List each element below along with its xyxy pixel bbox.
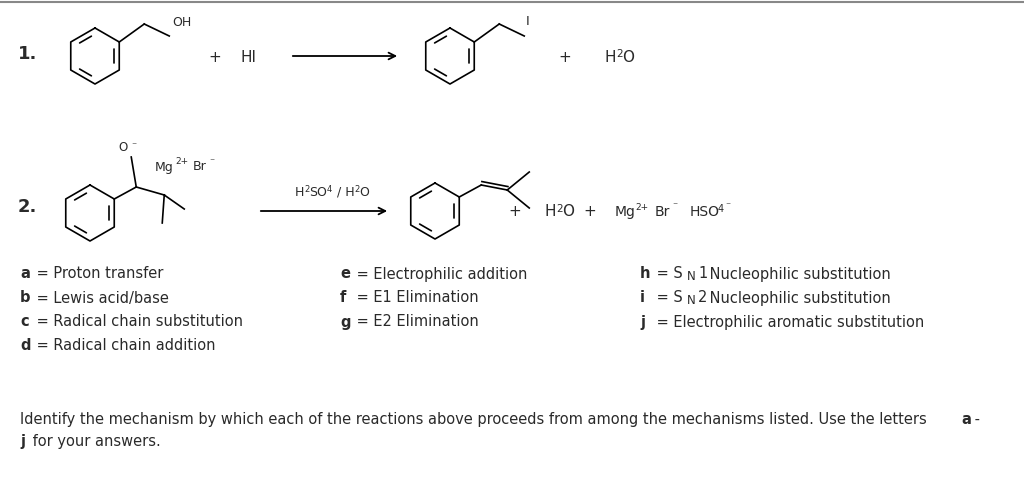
Text: = E1 Elimination: = E1 Elimination	[352, 290, 478, 305]
Text: i: i	[640, 290, 645, 305]
Text: ⁻: ⁻	[672, 200, 677, 210]
Text: 2: 2	[698, 290, 708, 305]
Text: = Proton transfer: = Proton transfer	[32, 266, 164, 281]
Text: a: a	[20, 266, 30, 281]
Text: OH: OH	[172, 16, 191, 29]
Text: ⁻: ⁻	[725, 200, 730, 210]
Text: = Lewis acid/base: = Lewis acid/base	[32, 290, 169, 305]
Text: 1: 1	[698, 266, 708, 281]
Text: d: d	[20, 338, 31, 353]
Text: 2.: 2.	[18, 197, 37, 215]
Text: +: +	[559, 50, 571, 64]
Text: SO: SO	[309, 185, 327, 198]
Text: N: N	[687, 294, 695, 307]
Text: 2+: 2+	[175, 157, 188, 166]
Text: +: +	[584, 204, 596, 219]
Text: O: O	[359, 185, 369, 198]
Text: Br: Br	[655, 204, 671, 218]
Text: O: O	[622, 50, 634, 64]
Text: 4: 4	[718, 203, 724, 213]
Text: +: +	[509, 204, 521, 219]
Text: 2: 2	[556, 203, 562, 213]
Text: a: a	[961, 412, 971, 427]
Text: = S: = S	[652, 266, 683, 281]
Text: Br: Br	[193, 160, 207, 173]
Text: 1.: 1.	[18, 45, 37, 63]
Text: H: H	[545, 204, 556, 219]
Text: = Radical chain substitution: = Radical chain substitution	[32, 314, 243, 329]
Text: Nucleophilic substitution: Nucleophilic substitution	[705, 266, 891, 281]
Text: H: H	[295, 185, 304, 198]
Text: g: g	[340, 314, 350, 329]
Text: = Electrophilic addition: = Electrophilic addition	[352, 266, 527, 281]
Text: e: e	[340, 266, 350, 281]
Text: O: O	[119, 141, 128, 154]
Text: = Radical chain addition: = Radical chain addition	[32, 338, 215, 353]
Text: HSO: HSO	[690, 204, 720, 218]
Text: Mg: Mg	[155, 160, 174, 173]
Text: I: I	[526, 15, 530, 28]
Text: 2+: 2+	[635, 202, 648, 211]
Text: Mg: Mg	[615, 204, 636, 218]
Text: j: j	[640, 314, 645, 329]
Text: ⁻: ⁻	[131, 141, 136, 151]
Text: -: -	[970, 412, 980, 427]
Text: Identify the mechanism by which each of the reactions above proceeds from among : Identify the mechanism by which each of …	[20, 412, 932, 427]
Text: ⁻: ⁻	[209, 157, 214, 167]
Text: / H: / H	[333, 185, 354, 198]
Text: = E2 Elimination: = E2 Elimination	[352, 314, 479, 329]
Text: j: j	[20, 434, 25, 448]
Text: f: f	[340, 290, 346, 305]
Text: 2: 2	[616, 49, 623, 59]
Text: = S: = S	[652, 290, 683, 305]
Text: b: b	[20, 290, 31, 305]
Text: +: +	[209, 50, 221, 64]
Text: = Electrophilic aromatic substitution: = Electrophilic aromatic substitution	[652, 314, 925, 329]
Text: Nucleophilic substitution: Nucleophilic substitution	[705, 290, 891, 305]
Text: HI: HI	[240, 50, 256, 64]
Text: c: c	[20, 314, 29, 329]
Text: O: O	[562, 204, 574, 219]
Text: H: H	[605, 50, 616, 64]
Text: 2: 2	[354, 184, 359, 193]
Text: h: h	[640, 266, 650, 281]
Text: for your answers.: for your answers.	[28, 434, 161, 448]
Text: 4: 4	[327, 184, 332, 193]
Text: 2: 2	[304, 184, 309, 193]
Text: N: N	[687, 270, 695, 283]
